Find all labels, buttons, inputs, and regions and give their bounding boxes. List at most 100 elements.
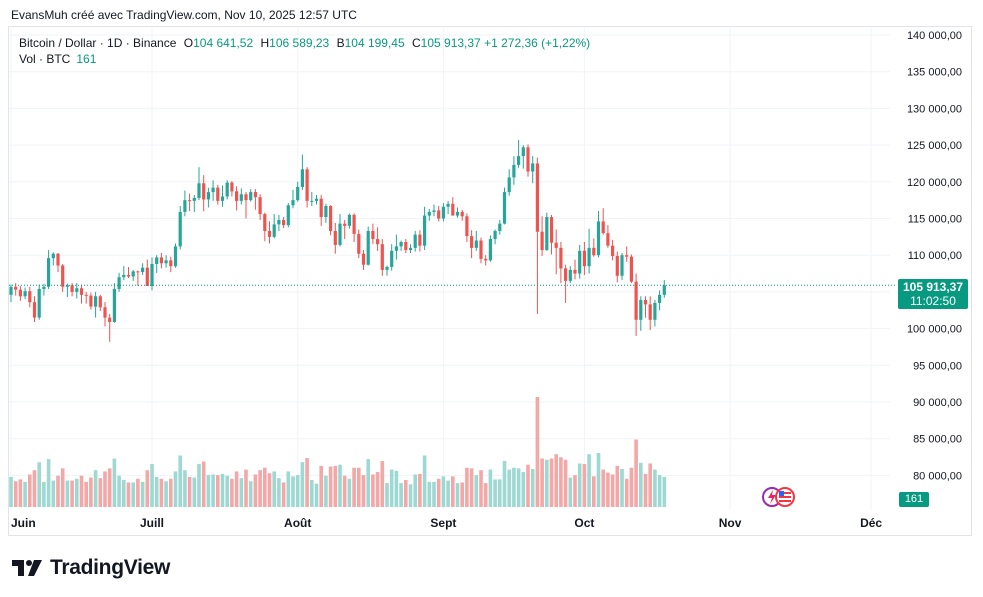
volume-bar (79, 475, 84, 507)
candle-body (18, 289, 22, 297)
volume-bar (291, 476, 295, 507)
event-markers[interactable] (761, 486, 797, 508)
x-axis-labels: Juin Juill Août Sept Oct Nov Déc (11, 516, 882, 530)
candle-body (493, 230, 497, 240)
y-tick-label: 110 000,00 (908, 250, 962, 262)
volume-bar (357, 467, 361, 507)
volume-bar (535, 397, 540, 507)
close-value: 105 913,37 (420, 36, 481, 50)
candle-body (352, 214, 356, 234)
volume-bar (159, 478, 164, 507)
volume-bar (9, 476, 13, 507)
symbol-name[interactable]: Bitcoin / Dollar · 1D · Binance (19, 36, 177, 50)
volume-bar (211, 474, 215, 507)
candle-body (272, 224, 276, 237)
volume-bar (521, 472, 526, 507)
brand-footer[interactable]: TradingView (12, 556, 170, 580)
candle-body (61, 265, 65, 287)
chart-frame[interactable] (8, 26, 972, 536)
volume-bar (389, 469, 394, 507)
volume-bar (620, 468, 624, 507)
volume-bar (154, 476, 159, 507)
candle-body (347, 214, 351, 226)
volume-bar (197, 464, 201, 507)
volume-bar (498, 479, 502, 507)
y-tick-label: 120 000,00 (907, 177, 962, 189)
candle-body (324, 206, 328, 218)
volume-bar (648, 463, 652, 507)
volume-value: 161 (76, 52, 97, 66)
last-price-tag: 105 913,37 11:02:50 (898, 279, 968, 309)
volume-bar (460, 482, 464, 507)
candle-body (366, 230, 370, 265)
volume-bar (107, 468, 112, 507)
volume-bar (13, 481, 18, 507)
brand-name: TradingView (50, 556, 171, 579)
candle-body (192, 197, 196, 201)
candle-body (98, 296, 102, 308)
volume-bar (408, 484, 413, 507)
candle-body (615, 255, 619, 276)
volume-bar (333, 465, 338, 507)
volume-bar (568, 477, 573, 507)
candle-body (305, 169, 309, 201)
volume-bar (140, 481, 145, 507)
candle-body (131, 271, 135, 277)
volume-bar (549, 458, 554, 507)
volume-bar (56, 475, 60, 507)
volume-bar (634, 439, 638, 507)
candle-body (338, 223, 342, 245)
candle-body (117, 277, 121, 289)
volume-bar (272, 471, 276, 507)
volume-bar (399, 483, 403, 507)
volume-bar (225, 475, 229, 507)
volume-bar (70, 480, 74, 507)
volume-bar (178, 455, 182, 507)
us-flag-icon[interactable] (775, 487, 795, 507)
volume-bar (540, 458, 544, 507)
volume-bar (657, 475, 662, 507)
y-tick-label: 125 000,00 (907, 140, 962, 152)
candle-body (648, 304, 652, 320)
volume-bar (394, 470, 399, 507)
candle-body (164, 260, 168, 264)
volume-bar (559, 457, 563, 507)
candle-body (220, 196, 225, 201)
candle-body (75, 288, 79, 292)
candle-body (390, 250, 394, 267)
volume-bar (385, 483, 389, 507)
volume-bar (60, 468, 65, 507)
candle-body (89, 295, 93, 307)
volume-bar (643, 473, 648, 507)
candle-body (286, 205, 290, 226)
volume-tag: 161 (899, 492, 929, 507)
candle-body (517, 156, 521, 165)
volume-bar (126, 482, 131, 507)
candle-body (526, 147, 530, 172)
candle-body (141, 267, 145, 273)
volume-bar (483, 483, 488, 507)
candle-body (658, 294, 662, 303)
candle-body (470, 236, 474, 248)
volume-bar (258, 470, 262, 507)
volume-bar (310, 480, 314, 507)
volume-bar (375, 472, 380, 507)
candle-body (596, 221, 601, 256)
volume-bar (380, 461, 385, 507)
x-tick-label: Déc (860, 516, 882, 530)
volume-bar (366, 459, 370, 507)
candle-body (258, 197, 262, 215)
y-tick-label: 95 000,00 (913, 360, 962, 372)
candle-body (103, 307, 107, 318)
candle-body (267, 230, 272, 237)
volume-bar (183, 470, 187, 507)
candle-body (582, 250, 586, 267)
volume-bar (46, 459, 51, 507)
candle-body (329, 206, 333, 231)
candle-body (150, 264, 154, 287)
candle-body (42, 286, 46, 289)
y-axis-labels: 140 000,00 135 000,00 130 000,00 125 000,00… (907, 30, 962, 482)
candle-body (333, 230, 337, 245)
y-tick-label: 85 000,00 (913, 434, 962, 446)
